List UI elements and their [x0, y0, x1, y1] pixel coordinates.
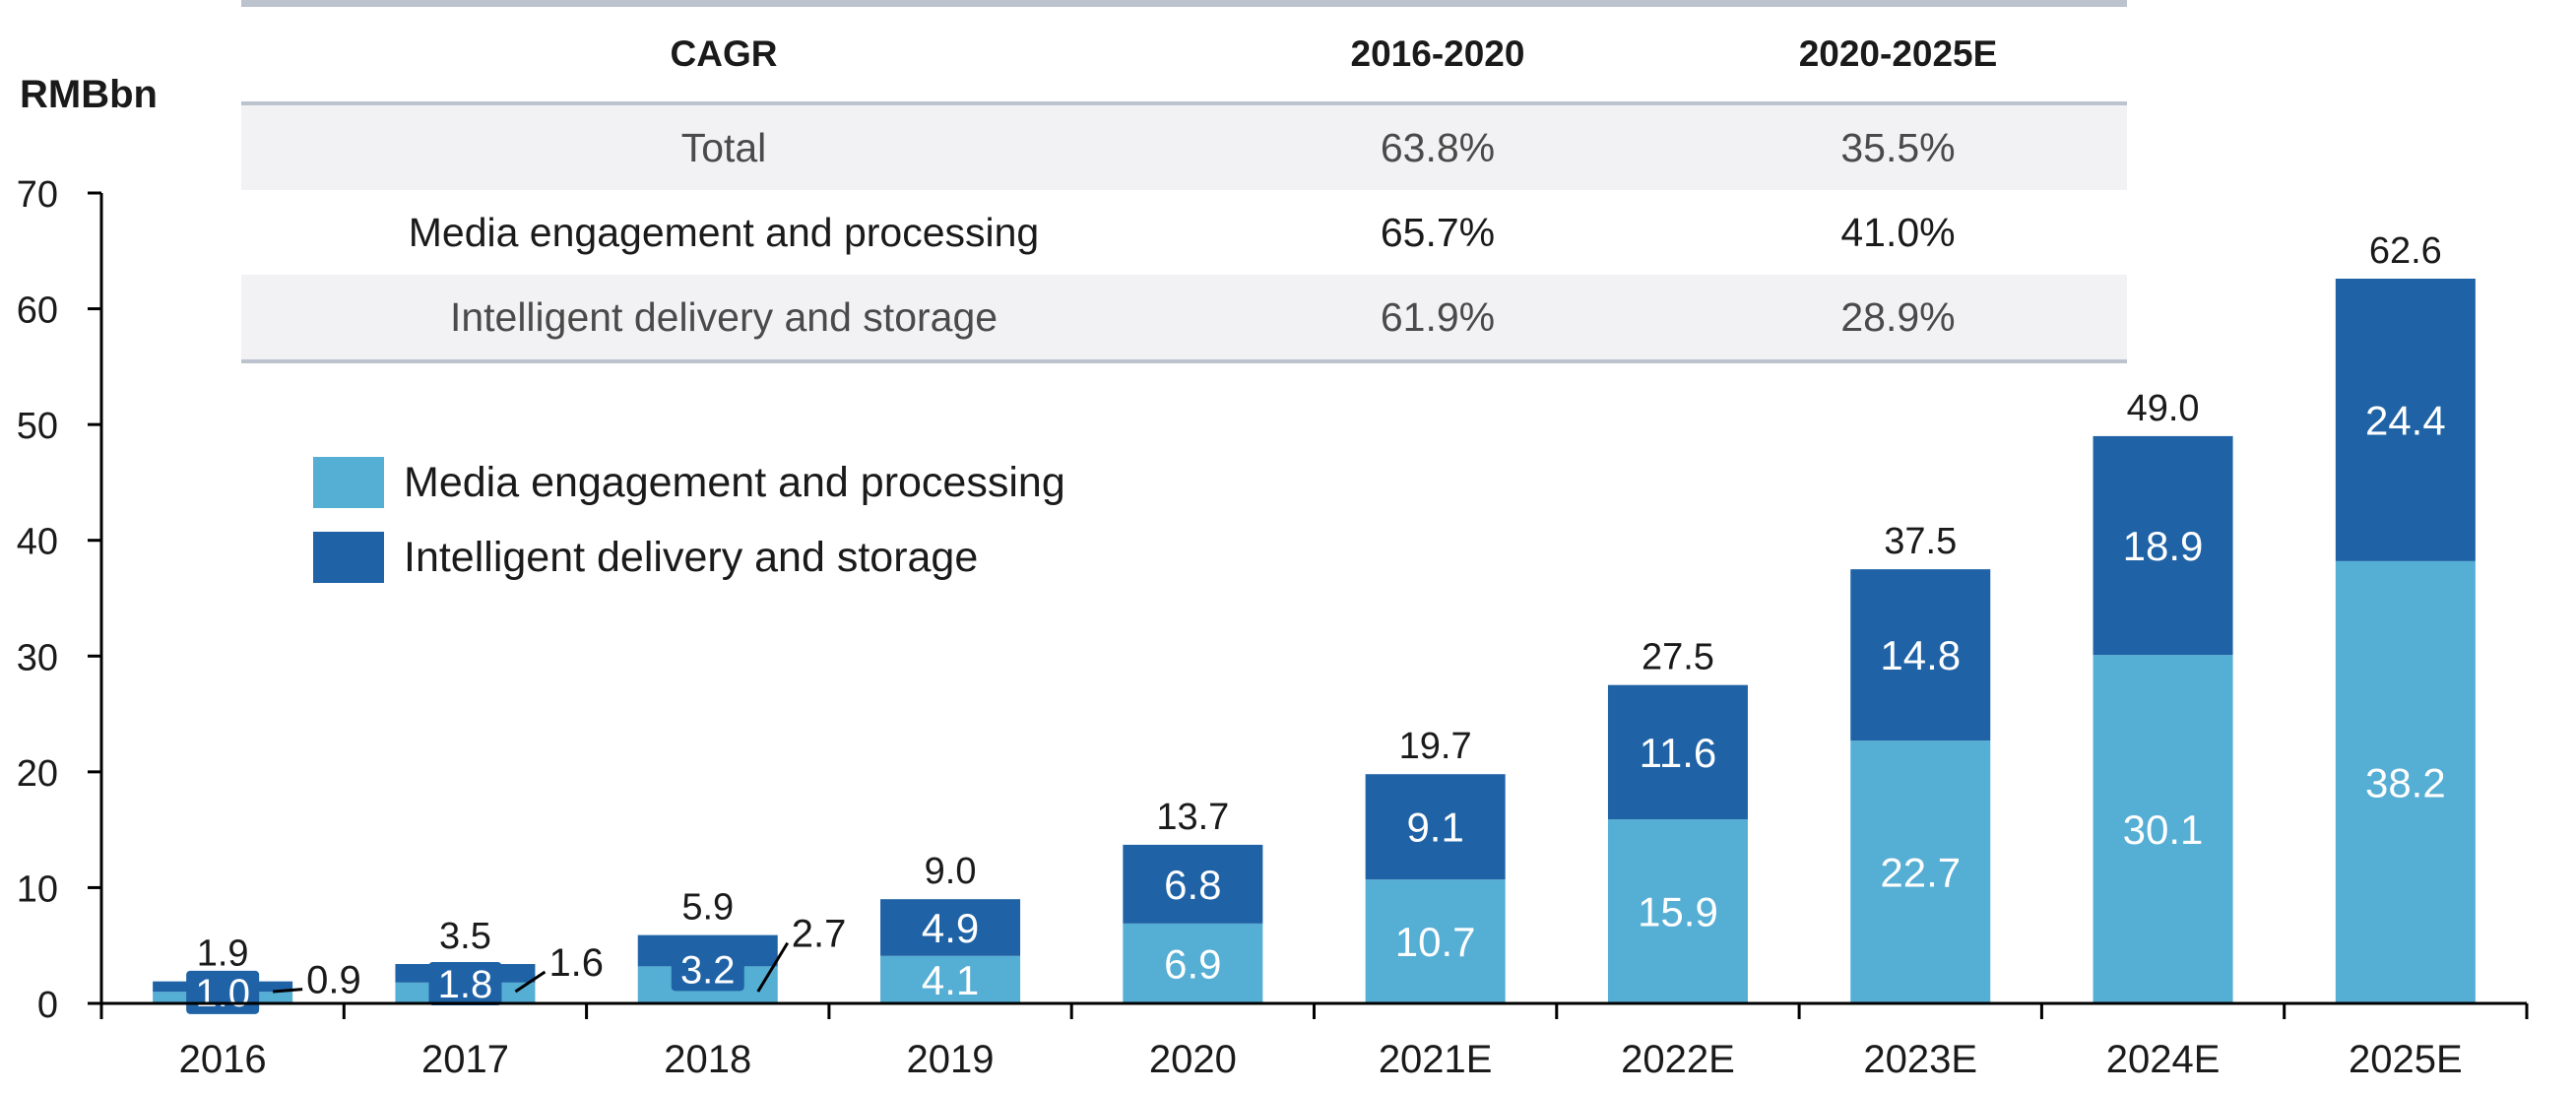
y-tick-label: 40 — [17, 522, 58, 563]
legend-item-delivery: Intelligent delivery and storage — [313, 520, 1065, 595]
cagr-row-delivery: Intelligent delivery and storage 61.9% 2… — [241, 275, 2127, 363]
callout-line — [756, 941, 790, 993]
data-label-media: 22.7 — [1880, 850, 1961, 896]
data-label-delivery: 9.1 — [1406, 804, 1463, 851]
cagr-row-label: Media engagement and processing — [408, 209, 1040, 255]
y-tick-label: 50 — [17, 406, 58, 447]
bar-media-engagement — [2093, 655, 2233, 1003]
data-label-media: 1.0 — [195, 972, 250, 1015]
x-tick-label: 2016 — [179, 1038, 267, 1081]
bar-intelligent-delivery — [1365, 774, 1506, 880]
data-label-media: 38.2 — [2365, 759, 2446, 805]
y-tick-label: 60 — [17, 290, 58, 332]
y-tick-label: 70 — [17, 174, 58, 216]
y-axis: 0 10 20 30 40 50 60 70 — [17, 174, 103, 1026]
data-label-delivery: 1.6 — [548, 941, 604, 985]
data-label-media: 10.7 — [1395, 919, 1476, 965]
legend-label-media: Media engagement and processing — [404, 458, 1065, 506]
data-label-total: 3.5 — [439, 916, 491, 957]
y-tick-label: 0 — [37, 985, 58, 1026]
bar-media-engagement — [1607, 819, 1748, 1003]
bar-intelligent-delivery — [1607, 684, 1748, 820]
legend-swatch-delivery — [313, 532, 384, 583]
cagr-row-label: Intelligent delivery and storage — [241, 275, 1206, 363]
data-label-total: 49.0 — [2127, 388, 2200, 429]
legend-label-delivery: Intelligent delivery and storage — [404, 533, 979, 581]
data-label-delivery: 18.9 — [2123, 523, 2204, 569]
bar-intelligent-delivery — [2335, 279, 2476, 561]
cagr-table: CAGR 2016-2020 2020-2025E Total 63.8% 35… — [241, 0, 2127, 363]
data-label-total: 1.9 — [197, 933, 249, 975]
x-tick-label: 2021E — [1379, 1038, 1493, 1081]
x-tick-label: 2022E — [1621, 1038, 1735, 1081]
x-tick-label: 2019 — [907, 1038, 995, 1081]
data-label-delivery: 6.8 — [1164, 862, 1221, 908]
cagr-table-header: CAGR 2016-2020 2020-2025E — [241, 0, 2127, 105]
data-label-delivery: 2.7 — [792, 913, 847, 956]
data-label-media: 15.9 — [1638, 889, 1718, 935]
x-tick-label: 2025E — [2349, 1038, 2463, 1081]
bar-intelligent-delivery — [2093, 435, 2233, 656]
data-label-media: 3.2 — [680, 948, 736, 992]
bar-intelligent-delivery — [1123, 844, 1263, 924]
legend-item-media: Media engagement and processing — [313, 445, 1065, 520]
data-label-media: 30.1 — [2123, 806, 2204, 853]
y-tick-label: 20 — [17, 753, 58, 795]
x-tick-label: 2017 — [421, 1038, 509, 1081]
x-axis: 2016 2017 2018 2019 2020 2021E 2022E 2023E 2024E… — [99, 1001, 2529, 1081]
data-label-total: 13.7 — [1156, 797, 1229, 838]
bars-layer: 1.0 0.9 1.9 1.8 1.6 3.5 3.2 2.7 5.9 4.1 4.9 9.0 6.9 6… — [153, 230, 2476, 1015]
data-label-total: 9.0 — [925, 851, 977, 892]
data-label-total: 37.5 — [1884, 521, 1957, 562]
bar-media-engagement — [1123, 923, 1263, 1003]
data-label-delivery: 4.9 — [922, 905, 979, 951]
data-label-total: 27.5 — [1642, 637, 1714, 678]
legend-swatch-media — [313, 457, 384, 508]
bar-media-engagement — [880, 955, 1021, 1003]
data-label-delivery: 24.4 — [2365, 397, 2446, 443]
callout-line — [273, 988, 303, 994]
x-tick-label: 2018 — [664, 1038, 751, 1081]
chart-legend: Media engagement and processing Intellig… — [313, 445, 1065, 595]
data-label-total: 19.7 — [1399, 726, 1472, 767]
x-tick-label: 2020 — [1149, 1038, 1237, 1081]
data-label-total: 5.9 — [681, 887, 734, 929]
data-label-media-tag — [671, 947, 744, 992]
bar-media-engagement — [1365, 879, 1506, 1003]
data-label-media: 4.1 — [922, 957, 979, 1003]
data-label-delivery: 11.6 — [1640, 730, 1717, 776]
cagr-row-value: 63.8% — [1206, 103, 1669, 190]
data-label-media: 1.8 — [438, 963, 493, 1006]
cagr-header-label: CAGR — [241, 0, 1206, 105]
cagr-row-value: 65.7% — [1380, 209, 1496, 255]
cagr-header-period-2: 2020-2025E — [1669, 0, 2127, 105]
cagr-row-total: Total 63.8% 35.5% — [241, 103, 2127, 190]
x-tick-label: 2023E — [1863, 1038, 1977, 1081]
callout-line — [514, 970, 547, 994]
bar-intelligent-delivery — [1850, 569, 1991, 741]
data-label-total: 62.6 — [2369, 230, 2442, 272]
y-tick-label: 10 — [17, 868, 58, 910]
cagr-row-label: Total — [241, 103, 1206, 190]
cagr-header-period-1: 2016-2020 — [1206, 0, 1669, 105]
cagr-row-media: Media engagement and processing 65.7% 41… — [241, 190, 2127, 275]
bar-media-engagement — [2335, 560, 2476, 1003]
data-label-delivery: 14.8 — [1880, 632, 1961, 678]
cagr-row-value: 41.0% — [1840, 209, 1956, 255]
cagr-row-value: 61.9% — [1206, 275, 1669, 363]
bar-intelligent-delivery — [880, 899, 1021, 956]
cagr-row-value: 28.9% — [1669, 275, 2127, 363]
y-axis-unit-label: RMBbn — [20, 73, 158, 116]
data-label-media: 6.9 — [1164, 940, 1221, 987]
cagr-row-value: 35.5% — [1669, 103, 2127, 190]
data-label-delivery: 0.9 — [306, 959, 361, 1002]
y-tick-label: 30 — [17, 637, 58, 678]
data-label-media-tag — [428, 962, 502, 1006]
bar-media-engagement — [1850, 740, 1991, 1003]
x-tick-label: 2024E — [2106, 1038, 2221, 1081]
